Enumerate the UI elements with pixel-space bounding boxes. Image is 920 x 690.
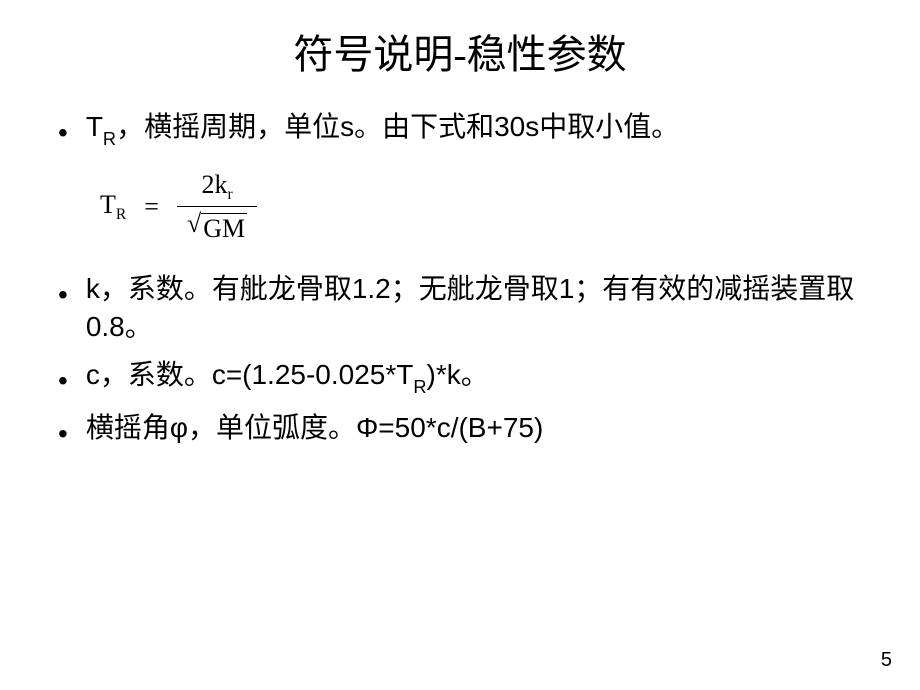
bullet-marker: • [58,114,68,152]
c-pre: c，系数。c=(1.25-0.025*T [86,359,414,390]
formula-block: TR = 2kr √ GM [100,170,862,244]
formula-fraction: 2kr √ GM [177,170,257,244]
bullet-text-k: k，系数。有舭龙骨取1.2；无舭龙骨取1；有有效的减摇装置取0.8。 [86,270,862,346]
formula-left-sym: T [100,190,116,219]
bullet-text-phi: 横摇角φ，单位弧度。Φ=50*c/(B+75) [86,409,862,453]
sqrt-symbol: √ [187,211,201,244]
formula-left: TR [100,190,126,224]
tr-symbol: T [86,111,103,142]
bullet-item-c: • c，系数。c=(1.25-0.025*TR)*k。 [58,356,862,400]
sqrt-wrap: √ GM [187,211,247,244]
bullet-item-phi: • 横摇角φ，单位弧度。Φ=50*c/(B+75) [58,409,862,453]
formula-tr: TR = 2kr √ GM [100,170,862,244]
tr-subscript: R [103,129,116,149]
formula-left-sub: R [116,206,126,223]
formula-numerator: 2kr [191,170,242,206]
slide-title: 符号说明-稳性参数 [0,0,920,80]
c-sub: R [413,377,426,397]
bullet-marker: • [58,276,68,346]
second-list: • k，系数。有舭龙骨取1.2；无舭龙骨取1；有有效的减摇装置取0.8。 • c… [58,270,862,453]
bullet-marker: • [58,415,68,453]
sqrt-radicand: GM [201,213,247,244]
bullet-item-k: • k，系数。有舭龙骨取1.2；无舭龙骨取1；有有效的减摇装置取0.8。 [58,270,862,346]
bullet-text-c: c，系数。c=(1.25-0.025*TR)*k。 [86,356,862,400]
slide-content: • TR，横摇周期，单位s。由下式和30s中取小值。 TR = 2kr √ GM [0,80,920,453]
num-coef: 2k [201,170,227,199]
formula-denominator: √ GM [177,206,257,244]
tr-desc: ，横摇周期，单位s。由下式和30s中取小值。 [116,111,679,142]
page-number: 5 [881,649,892,672]
bullet-text-tr: TR，横摇周期，单位s。由下式和30s中取小值。 [86,108,862,152]
num-sub: r [227,186,232,203]
bullet-marker: • [58,362,68,400]
bullet-item-tr: • TR，横摇周期，单位s。由下式和30s中取小值。 [58,108,862,152]
c-post: )*k。 [427,359,489,390]
formula-equals: = [144,192,159,222]
